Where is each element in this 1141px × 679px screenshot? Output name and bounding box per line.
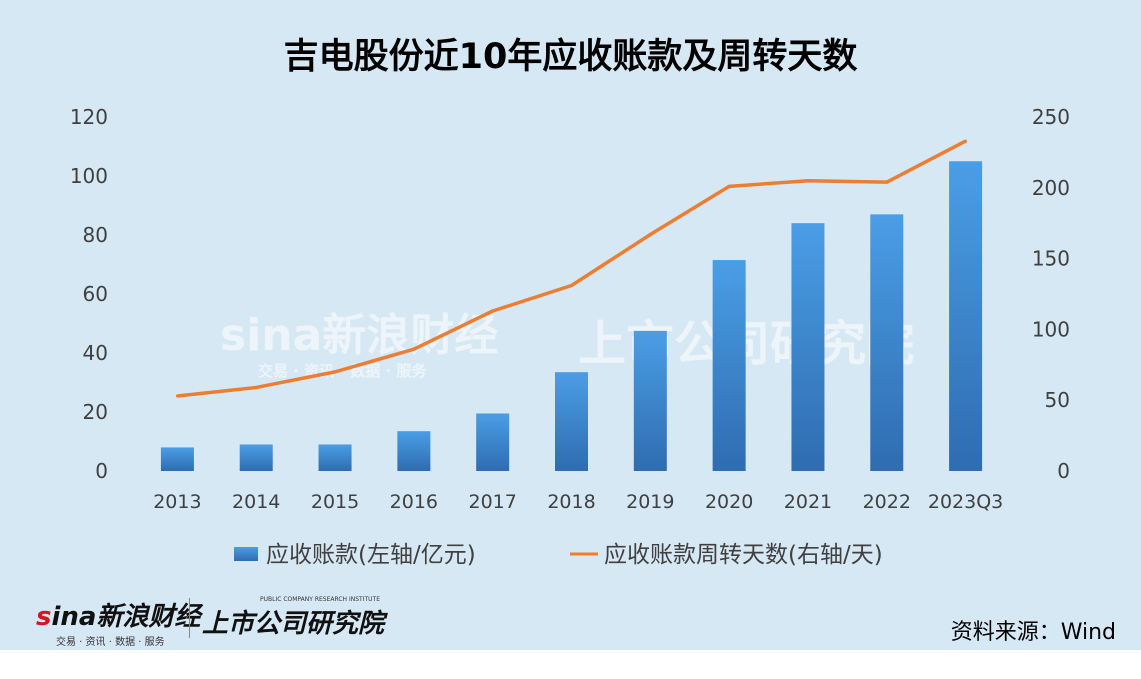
line-point (727, 184, 731, 188)
x-tick-label: 2020 (705, 491, 753, 513)
combo-chart: sina新浪财经 交易 · 资讯 · 数据 · 服务 上市公司研究院 02040… (70, 105, 1070, 568)
bar (476, 413, 510, 471)
legend-bar-swatch (234, 547, 258, 561)
footer-divider (189, 598, 190, 638)
left-tick-label: 120 (70, 105, 108, 129)
line-point (964, 139, 968, 143)
line-point (333, 370, 337, 374)
x-tick-label: 2019 (626, 491, 674, 513)
legend-line-label: 应收账款周转天数(右轴/天) (604, 542, 883, 568)
chart-area: 吉电股份近10年应收账款及周转天数 sina新浪财经 交易 · 资讯 · 数据 … (0, 0, 1141, 650)
right-tick-label: 0 (1057, 459, 1070, 483)
x-tick-label: 2016 (390, 491, 438, 513)
left-axis: 0 20 40 60 80 100 120 (70, 105, 108, 483)
right-tick-label: 150 (1032, 247, 1070, 271)
left-tick-label: 20 (83, 400, 108, 424)
line-point (885, 180, 889, 184)
left-tick-label: 100 (70, 164, 108, 188)
bar (870, 214, 904, 471)
bar (555, 372, 588, 471)
x-tick-label: 2017 (469, 491, 517, 513)
line-point (412, 347, 416, 351)
bar (791, 223, 825, 471)
x-tick-label: 2018 (547, 491, 595, 513)
watermark-institute: 上市公司研究院 (578, 316, 914, 372)
x-tick-label: 2015 (311, 491, 359, 513)
sina-finance-logo: sina新浪财经 交易 · 资讯 · 数据 · 服务 (36, 602, 201, 648)
left-tick-label: 60 (83, 282, 108, 306)
logo-services-text: 交易 · 资讯 · 数据 · 服务 (56, 637, 165, 648)
left-tick-label: 80 (83, 223, 108, 247)
right-axis: 0 50 100 150 200 250 (1032, 105, 1070, 483)
line-point (806, 179, 810, 183)
x-tick-label: 2023Q3 (928, 491, 1003, 513)
x-tick-label: 2021 (784, 491, 832, 513)
x-tick-label: 2013 (153, 491, 201, 513)
right-tick-label: 200 (1032, 176, 1070, 200)
line-point (648, 233, 652, 237)
right-tick-label: 50 (1045, 388, 1070, 412)
bar-series (160, 161, 983, 471)
legend: 应收账款(左轴/亿元) 应收账款周转天数(右轴/天) (234, 542, 883, 568)
line-series (175, 139, 968, 398)
left-tick-label: 40 (83, 341, 108, 365)
bar (160, 447, 194, 471)
line-point (570, 284, 573, 288)
bar (318, 444, 352, 471)
line-point (254, 385, 258, 389)
bar (712, 260, 746, 471)
x-axis: 2013 2014 2015 2016 2017 2018 2019 2020 2021 2022… (153, 491, 1003, 513)
bar (633, 330, 667, 471)
institute-logo-text: 上市公司研究院 (202, 609, 385, 639)
watermark-brand: sina新浪财经 (220, 310, 498, 361)
source-note: 资料来源：Wind (950, 620, 1116, 645)
bar (949, 161, 983, 471)
x-tick-label: 2022 (863, 491, 911, 513)
legend-bar-label: 应收账款(左轴/亿元) (266, 542, 476, 568)
right-tick-label: 100 (1032, 317, 1070, 341)
left-tick-label: 0 (95, 459, 108, 483)
chart-title: 吉电股份近10年应收账款及周转天数 (283, 37, 858, 77)
line-point (175, 394, 179, 398)
bar (239, 444, 273, 471)
institute-logo: 上市公司研究院 PUBLIC COMPANY RESEARCH INSTITUT… (202, 596, 385, 640)
x-tick-label: 2014 (232, 491, 280, 513)
bar (397, 431, 431, 471)
institute-logo-en: PUBLIC COMPANY RESEARCH INSTITUTE (260, 596, 380, 603)
line-point (491, 309, 495, 313)
right-tick-label: 250 (1032, 105, 1070, 129)
